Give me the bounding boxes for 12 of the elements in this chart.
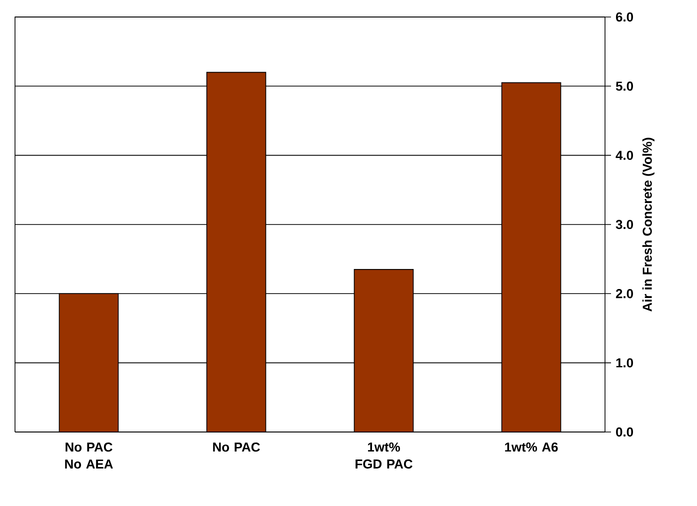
y-tick-label: 6.0 [616, 12, 633, 22]
y-tick-label: 3.0 [616, 220, 633, 230]
y-tick-label: 5.0 [616, 82, 633, 91]
y-tick-label: 2.0 [616, 289, 633, 298]
x-tick-label: 1wt% FGD PAC [356, 442, 412, 469]
y-axis-title: Air in Fresh Concrete (Vol%) [642, 138, 654, 312]
y-tick-label: 0.0 [616, 427, 633, 437]
y-tick-label: 1.0 [616, 358, 633, 368]
y-tick-label: 4.0 [616, 150, 633, 160]
x-tick-label: No PAC No AEA [65, 442, 113, 469]
x-tick-label: 1wt% A6 [505, 442, 558, 452]
x-tick-label: No PAC [213, 442, 260, 452]
